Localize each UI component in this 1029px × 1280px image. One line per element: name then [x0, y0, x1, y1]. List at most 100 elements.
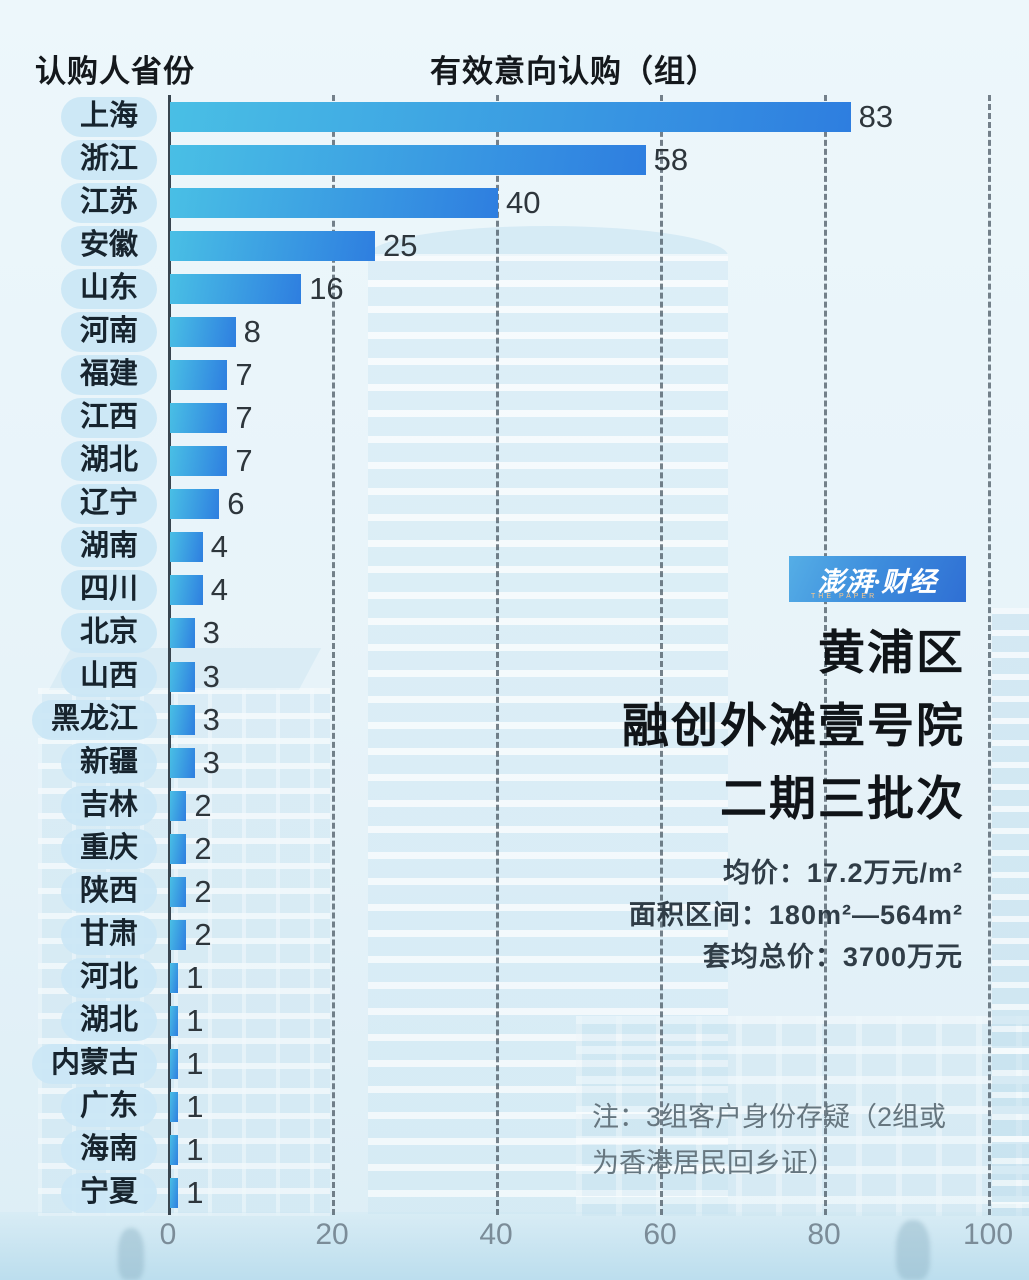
row-label-column: 四川 [0, 570, 157, 611]
chart-row: 甘肃 2 [0, 913, 1029, 956]
bar [170, 489, 220, 520]
logo-subtext: THE PAPER [811, 593, 878, 600]
row-label-column: 内蒙古 [0, 1044, 157, 1085]
chart-rows: 上海 83 浙江 58 江苏 40 安徽 25 山东 16 河南 8 福建 7 江西 7 湖北 7 辽宁 6 湖南 4 四川… [0, 95, 1029, 1215]
province-pill: 湖北 [60, 1001, 157, 1042]
value-label: 3 [202, 701, 220, 737]
skyline-ground [0, 1212, 1029, 1280]
bar [170, 316, 236, 347]
detail-total-price: 套均总价：3700万元 [702, 942, 963, 972]
province-pill: 海南 [60, 1130, 157, 1171]
province-pill: 山西 [60, 656, 157, 697]
bar [170, 661, 195, 692]
bar [170, 230, 375, 261]
province-pill: 湖南 [60, 527, 157, 568]
row-label-column: 安徽 [0, 225, 157, 266]
detail-average-price: 均价：17.2万元/m² [722, 858, 963, 888]
chart-row: 辽宁 6 [0, 483, 1029, 526]
province-pill: 四川 [60, 570, 157, 611]
bar [170, 618, 195, 649]
bar [170, 187, 498, 218]
row-label-column: 河南 [0, 311, 157, 352]
value-label: 58 [653, 141, 689, 177]
gridline [824, 95, 827, 1215]
bar-area: 1 [157, 1134, 1029, 1166]
value-label: 3 [202, 615, 220, 651]
bar [170, 446, 228, 477]
value-label: 7 [235, 400, 253, 436]
y-axis-line [168, 95, 171, 1215]
province-pill: 河北 [60, 958, 157, 999]
chart-row: 福建 7 [0, 353, 1029, 396]
chart-row: 山西 3 [0, 655, 1029, 698]
project-title-line: 黄浦区 [818, 626, 965, 679]
value-label: 4 [210, 572, 229, 608]
row-label-column: 河北 [0, 958, 157, 999]
row-label-column: 甘肃 [0, 915, 157, 956]
province-pill: 辽宁 [60, 484, 157, 525]
bar [170, 1135, 179, 1166]
value-label: 2 [194, 787, 212, 823]
chart-row: 山东 16 [0, 267, 1029, 310]
chart-row: 河北 1 [0, 957, 1029, 1000]
bar [170, 144, 646, 175]
gridline [660, 95, 663, 1215]
province-pill: 广东 [60, 1087, 157, 1128]
value-label: 1 [186, 1089, 204, 1125]
bar-area: 7 [157, 443, 1029, 479]
chart-row: 湖南 4 [0, 526, 1029, 569]
row-label-column: 山东 [0, 268, 157, 309]
bar [170, 747, 195, 778]
bar-area: 1 [157, 1175, 1029, 1211]
province-pill: 内蒙古 [31, 1044, 157, 1085]
value-label: 3 [202, 744, 220, 780]
bar [170, 273, 302, 304]
chart-row: 江西 7 [0, 397, 1029, 440]
bar [170, 532, 203, 563]
value-label: 7 [235, 357, 253, 392]
chart-row: 内蒙古 1 [0, 1043, 1029, 1086]
row-label-column: 广东 [0, 1087, 157, 1128]
bar-area: 2 [157, 787, 1029, 823]
row-label-column: 浙江 [0, 139, 157, 180]
province-pill: 宁夏 [60, 1173, 157, 1214]
province-pill: 山东 [60, 268, 157, 309]
row-label-column: 湖北 [0, 441, 157, 482]
skyline-right-tower [992, 608, 1029, 1216]
bar-area: 2 [157, 876, 1029, 907]
chart-row: 上海 83 [0, 95, 1029, 138]
value-label: 4 [210, 529, 229, 565]
value-label: 40 [506, 184, 541, 220]
bar-area: 4 [157, 572, 1029, 608]
bar [170, 790, 187, 821]
project-details: 均价：17.2万元/m² 面积区间：180m²—564m² 套均总价：3700万… [629, 852, 963, 978]
row-label-column: 江苏 [0, 182, 157, 223]
row-label-column: 新疆 [0, 742, 157, 783]
logo-text: 澎湃·财经 [817, 566, 938, 597]
bar [170, 920, 187, 951]
row-label-column: 山西 [0, 656, 157, 697]
thepaper-finance-logo: 澎湃·财经 THE PAPER [789, 556, 966, 602]
bar-area: 40 [157, 184, 1029, 220]
bar-area: 83 [157, 101, 1029, 132]
province-pill: 上海 [60, 96, 157, 137]
bar-area: 8 [157, 316, 1029, 347]
bar-area: 2 [157, 833, 1029, 864]
x-tick-label: 20 [315, 1218, 349, 1251]
row-label-column: 重庆 [0, 828, 157, 869]
bar [170, 1178, 179, 1209]
value-label: 7 [235, 443, 253, 479]
chart-row: 湖北 1 [0, 1000, 1029, 1043]
bar-area: 1 [157, 962, 1029, 994]
value-label: 1 [186, 1175, 204, 1211]
chart-row: 浙江 58 [0, 138, 1029, 181]
province-pill: 北京 [60, 613, 157, 654]
row-label-column: 北京 [0, 613, 157, 654]
pedestrian-silhouette [118, 1228, 144, 1280]
bar [170, 575, 203, 606]
province-pill: 江苏 [60, 182, 157, 223]
x-tick-label: 60 [643, 1218, 677, 1251]
gridline [988, 95, 991, 1215]
bar [170, 360, 228, 390]
bar-area: 3 [157, 701, 1029, 737]
